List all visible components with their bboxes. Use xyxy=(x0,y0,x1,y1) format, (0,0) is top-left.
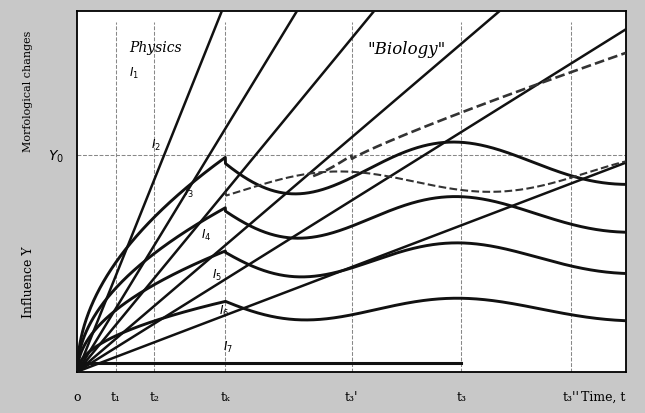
Text: "Biology": "Biology" xyxy=(367,41,446,58)
Text: $I_1$: $I_1$ xyxy=(130,66,139,81)
Text: t₃: t₃ xyxy=(456,390,466,403)
Text: $I_2$: $I_2$ xyxy=(152,138,161,153)
Text: Physics: Physics xyxy=(130,41,182,55)
Text: t₃': t₃' xyxy=(345,390,358,403)
Text: $I_4$: $I_4$ xyxy=(201,228,211,243)
Text: o: o xyxy=(74,390,81,403)
Text: tₖ: tₖ xyxy=(221,390,230,403)
Text: t₁: t₁ xyxy=(111,390,121,403)
Text: $I_5$: $I_5$ xyxy=(212,267,222,282)
Text: $Y_0$: $Y_0$ xyxy=(48,148,64,164)
Text: $I_7$: $I_7$ xyxy=(223,339,233,354)
Text: $I_6$: $I_6$ xyxy=(219,303,229,318)
Text: Influence Y: Influence Y xyxy=(21,246,35,318)
Text: Morfological changes: Morfological changes xyxy=(23,31,33,152)
Text: Time, t: Time, t xyxy=(581,390,626,403)
Text: $I_3$: $I_3$ xyxy=(184,185,194,199)
Text: t₂: t₂ xyxy=(149,390,159,403)
Text: t₃'': t₃'' xyxy=(562,390,579,403)
